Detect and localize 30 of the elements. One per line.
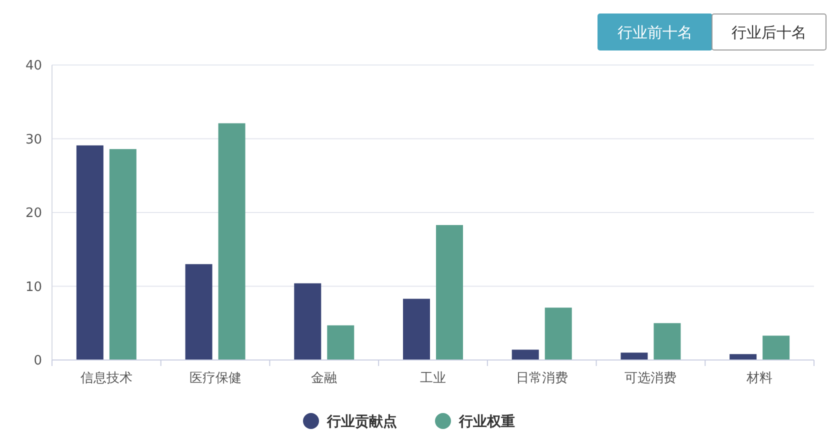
bar xyxy=(294,283,322,360)
toggle-button: 行业后十名 xyxy=(712,14,826,50)
x-tick-label: 日常消费 xyxy=(516,371,568,386)
bar xyxy=(185,264,212,360)
bar xyxy=(544,308,572,360)
bar xyxy=(654,323,681,360)
x-tick-label: 金融 xyxy=(311,371,338,386)
bar xyxy=(109,149,136,360)
y-tick-label: 10 xyxy=(25,280,42,295)
bar xyxy=(218,123,246,360)
x-tick-label: 工业 xyxy=(420,371,446,386)
y-tick-label: 40 xyxy=(25,58,42,74)
y-tick-label: 20 xyxy=(25,206,42,222)
y-tick-label: 30 xyxy=(25,132,42,148)
bar xyxy=(620,352,648,360)
x-tick-label: 医疗保健 xyxy=(189,371,242,386)
legend-label: 行业贡献点 xyxy=(326,414,397,430)
y-tick-label: 0 xyxy=(34,354,42,369)
x-tick-label: 材料 xyxy=(746,371,773,386)
x-tick-label: 信息技术 xyxy=(80,371,132,386)
toggle-button: 行业前十名 xyxy=(598,14,712,50)
bar xyxy=(76,145,104,360)
bar xyxy=(730,354,757,360)
bar xyxy=(436,225,463,360)
bar xyxy=(403,298,430,360)
legend-label: 行业权重 xyxy=(458,414,515,430)
bar xyxy=(512,350,539,360)
bar xyxy=(327,325,354,360)
x-tick-label: 可选消费 xyxy=(624,371,677,386)
bar xyxy=(762,336,790,360)
